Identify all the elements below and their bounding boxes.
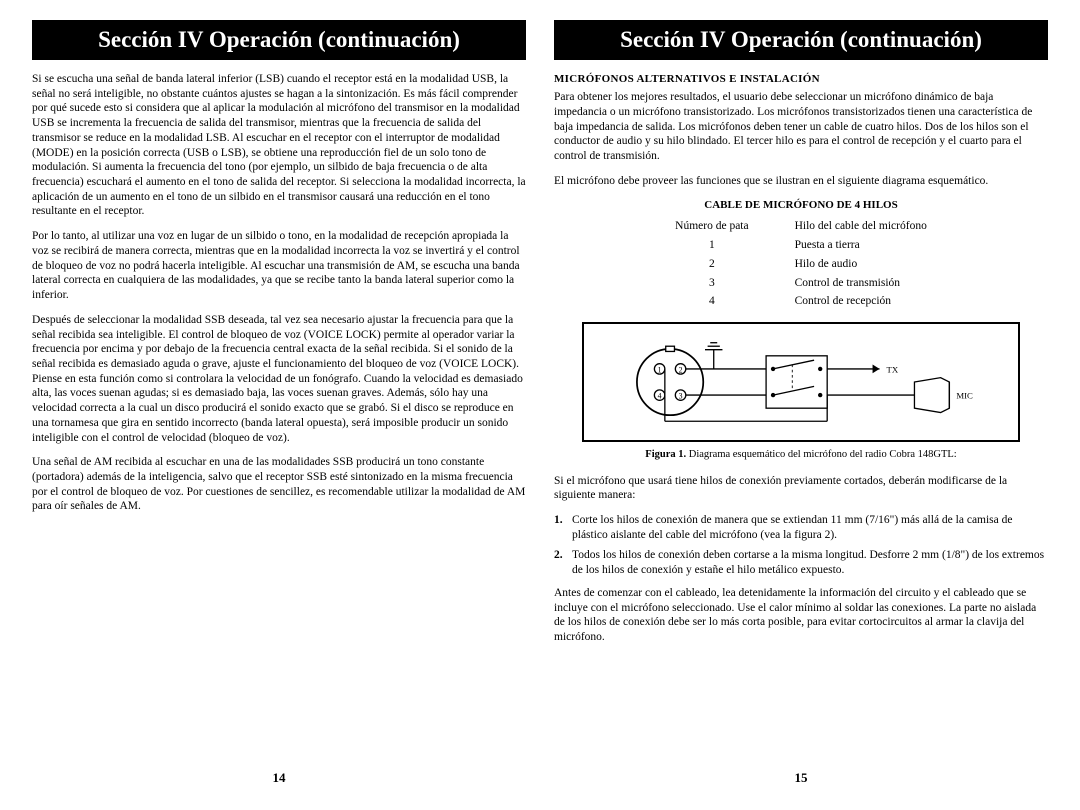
left-body: Si se escucha una señal de banda lateral… <box>32 72 526 524</box>
section-header-left: Sección IV Operación (continuación) <box>32 20 526 60</box>
table-header-row: Número de pata Hilo del cable del micróf… <box>653 218 949 235</box>
section-header-right: Sección IV Operación (continuación) <box>554 20 1048 60</box>
left-p3: Después de seleccionar la modalidad SSB … <box>32 313 526 445</box>
svg-text:TX: TX <box>887 364 899 374</box>
svg-text:2: 2 <box>679 365 683 374</box>
right-p4: Antes de comenzar con el cableado, lea d… <box>554 586 1048 645</box>
right-p3: Si el micrófono que usará tiene hilos de… <box>554 474 1048 503</box>
table-row: 3Control de transmisión <box>653 275 949 292</box>
right-body: MICRÓFONOS ALTERNATIVOS E INSTALACIÓN Pa… <box>554 72 1048 655</box>
right-p1: Para obtener los mejores resultados, el … <box>554 90 1048 164</box>
right-page: Sección IV Operación (continuación) MICR… <box>540 20 1062 790</box>
step-1: Corte los hilos de conexión de manera qu… <box>554 513 1048 542</box>
page-number-right: 15 <box>554 770 1048 790</box>
svg-text:4: 4 <box>658 392 662 401</box>
col1-head: Número de pata <box>653 218 770 235</box>
left-p1: Si se escucha una señal de banda lateral… <box>32 72 526 219</box>
left-p4: Una señal de AM recibida al escuchar en … <box>32 455 526 514</box>
table-row: 4Control de recepción <box>653 293 949 310</box>
table-title: CABLE DE MICRÓFONO DE 4 HILOS <box>554 198 1048 212</box>
subhead-mics: MICRÓFONOS ALTERNATIVOS E INSTALACIÓN <box>554 72 1048 86</box>
left-page: Sección IV Operación (continuación) Si s… <box>18 20 540 790</box>
svg-text:MIC: MIC <box>956 391 973 401</box>
step-2: Todos los hilos de conexión deben cortar… <box>554 548 1048 577</box>
table-row: 1Puesta a tierra <box>653 237 949 254</box>
figure-caption: Figura 1. Diagrama esquemático del micró… <box>554 448 1048 461</box>
col2-head: Hilo del cable del micrófono <box>773 218 949 235</box>
table-row: 2Hilo de audio <box>653 256 949 273</box>
svg-text:1: 1 <box>658 365 662 374</box>
steps-list: Corte los hilos de conexión de manera qu… <box>554 513 1048 578</box>
page-number-left: 14 <box>32 770 526 790</box>
left-p2: Por lo tanto, al utilizar una voz en lug… <box>32 229 526 303</box>
svg-text:3: 3 <box>679 392 683 401</box>
schematic-svg: 1 2 3 4 <box>598 334 1004 430</box>
pin-table: Número de pata Hilo del cable del micróf… <box>651 216 951 312</box>
schematic-diagram: 1 2 3 4 <box>582 322 1020 442</box>
right-p2: El micrófono debe proveer las funciones … <box>554 174 1048 189</box>
